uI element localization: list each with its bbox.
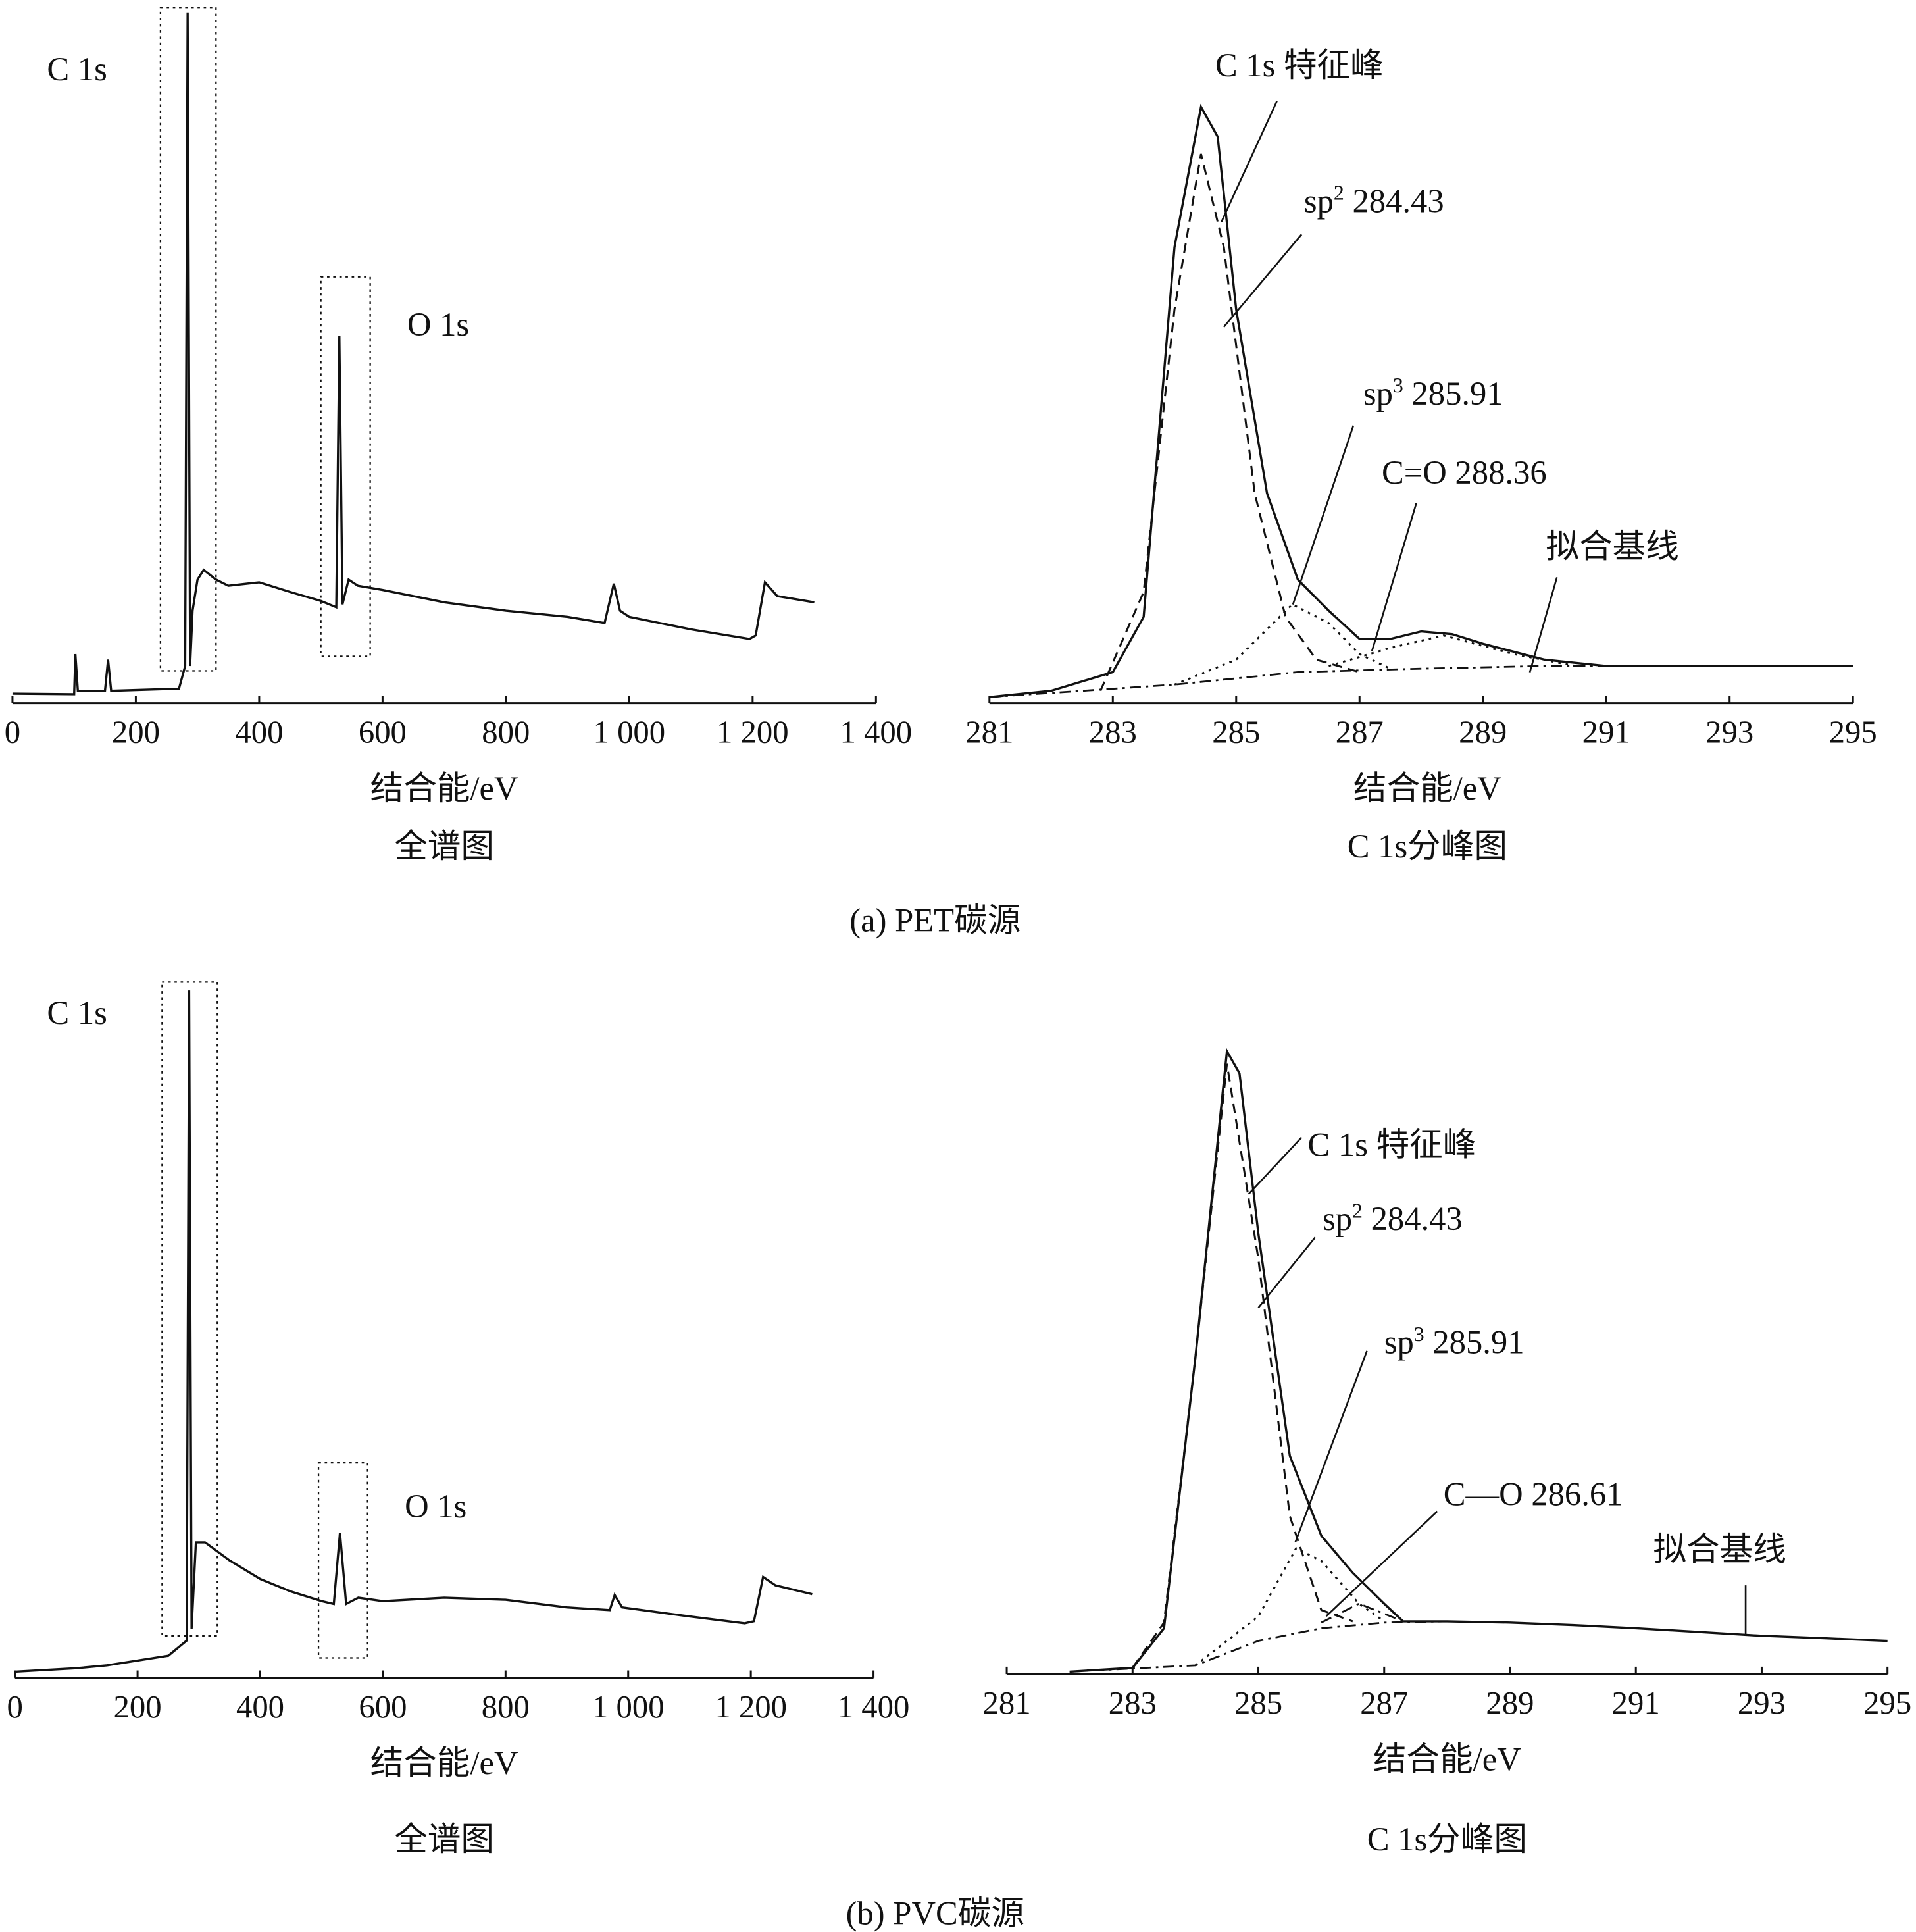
x-tick-label: 291	[1582, 715, 1630, 750]
annotation-label: sp3 285.91	[1363, 374, 1503, 412]
annotation-label: C—O 286.61	[1444, 1475, 1623, 1512]
annotation-prefix: sp	[1363, 375, 1393, 412]
x-tick-label: 200	[114, 1689, 162, 1725]
x-tick-label: 400	[235, 715, 283, 750]
annotation-sup: 3	[1393, 374, 1403, 397]
caption-b: (b) PVC碳源	[846, 1895, 1024, 1932]
annotation-leader-line	[1371, 503, 1417, 652]
annotation-value: 285.91	[1424, 1324, 1525, 1361]
series-line-1	[1099, 153, 1360, 692]
annotation-label: C 1s 特征峰	[1215, 47, 1384, 84]
annotation-label: C 1s 特征峰	[1308, 1127, 1476, 1163]
annotation-value: 285.91	[1403, 375, 1503, 412]
x-tick-label: 1 400	[840, 715, 912, 750]
x-tick-label: 1 200	[717, 715, 789, 750]
highlight-box	[159, 7, 217, 672]
annotation-value: 284.43	[1344, 182, 1444, 219]
x-tick-label: 600	[359, 1689, 407, 1725]
annotation-label: 拟合基线	[1546, 528, 1678, 565]
x-tick-label: 293	[1738, 1685, 1786, 1721]
annotation-leader-line	[1223, 234, 1303, 328]
x-tick-label: 1 400	[838, 1689, 910, 1725]
x-tick-label: 283	[1089, 715, 1137, 750]
annotation-leader-line	[1294, 1350, 1368, 1543]
annotation-value: 284.43	[1363, 1200, 1463, 1237]
x-tick-label: 289	[1486, 1685, 1534, 1721]
x-tick-label: 800	[482, 715, 530, 750]
annotation-sup: 2	[1352, 1199, 1363, 1222]
x-tick-label: 287	[1360, 1685, 1408, 1721]
x-tick-label: 600	[359, 715, 407, 750]
chart-a_c1s: 281 283 285 287 289 291 293 295 结合能/eV C 1s分峰图 C 1…	[965, 47, 1877, 865]
x-tick-label: 283	[1109, 1685, 1157, 1721]
series-line-0	[14, 990, 813, 1673]
x-tick-label: 287	[1336, 715, 1384, 750]
x-tick-label: 1 200	[715, 1689, 787, 1725]
x-tick-label: 281	[965, 715, 1013, 750]
chart-title: C 1s分峰图	[1348, 828, 1507, 865]
annotation-prefix: sp	[1304, 182, 1334, 219]
series-line-0	[12, 12, 815, 696]
annotation-leader-line	[1221, 101, 1278, 223]
annotation-label: 拟合基线	[1653, 1531, 1786, 1568]
series-line-2	[1174, 603, 1391, 686]
series-line-0	[1069, 1048, 1888, 1673]
x-tick-label: 400	[236, 1689, 284, 1725]
x-tick-label: 285	[1234, 1685, 1282, 1721]
chart-b_survey: 0 200 400 600 800 1 000 1 200 1 400 结合能/eV 全谱图 C 1…	[7, 981, 910, 1858]
series-line-3	[1321, 1602, 1398, 1624]
annotation-sup: 2	[1334, 182, 1344, 205]
annotation-prefix: sp	[1323, 1200, 1352, 1237]
x-tick-label: 200	[112, 715, 160, 750]
x-axis-label: 结合能/eV	[370, 1744, 518, 1781]
annotation-label: C=O 288.36	[1382, 454, 1547, 491]
series-line-0	[989, 103, 1853, 698]
annotation-leader-line	[1325, 1510, 1438, 1617]
annotation-label: O 1s	[405, 1488, 466, 1525]
x-tick-label: 0	[5, 715, 20, 750]
annotation-sup: 3	[1414, 1323, 1424, 1346]
annotation-leader-line	[1248, 1136, 1303, 1195]
annotation-label: O 1s	[407, 306, 469, 343]
annotation-leader-line	[1528, 577, 1558, 673]
x-axis-label: 结合能/eV	[370, 770, 518, 807]
highlight-box	[320, 276, 371, 657]
series-line-3	[1328, 634, 1576, 667]
series-line-4	[989, 665, 1853, 698]
x-tick-label: 0	[7, 1689, 22, 1725]
x-axis-label: 结合能/eV	[1373, 1741, 1521, 1777]
annotation-label: sp2 284.43	[1304, 182, 1444, 220]
caption-a: (a) PET碳源	[849, 902, 1021, 939]
annotation-prefix: sp	[1384, 1324, 1414, 1361]
highlight-box	[317, 1462, 368, 1659]
annotation-label: C 1s	[47, 51, 107, 88]
x-tick-label: 281	[983, 1685, 1031, 1721]
x-tick-label: 800	[482, 1689, 530, 1725]
x-tick-label: 289	[1459, 715, 1507, 750]
x-tick-label: 295	[1863, 1685, 1911, 1721]
x-axis-label: 结合能/eV	[1353, 770, 1501, 807]
series-line-1	[1132, 1063, 1353, 1669]
chart-b_c1s: 281 283 285 287 289 291 293 295 结合能/eV C 1s分峰图 C 1…	[983, 1048, 1911, 1858]
chart-title: 全谱图	[394, 1821, 494, 1858]
annotation-leader-line	[1257, 1236, 1316, 1309]
series-line-4	[1069, 1620, 1448, 1673]
annotation-label: sp3 285.91	[1384, 1323, 1525, 1361]
chart-title: 全谱图	[394, 828, 494, 865]
x-tick-label: 1 000	[593, 715, 666, 750]
annotation-leader-line	[1292, 425, 1355, 605]
annotation-label: sp2 284.43	[1323, 1199, 1463, 1237]
x-tick-label: 293	[1705, 715, 1753, 750]
annotation-label: C 1s	[47, 994, 107, 1031]
chart-title: C 1s分峰图	[1367, 1821, 1527, 1858]
x-tick-label: 1 000	[592, 1689, 665, 1725]
x-tick-label: 285	[1212, 715, 1260, 750]
x-tick-label: 291	[1612, 1685, 1660, 1721]
chart-a_survey: 0 200 400 600 800 1 000 1 200 1 400 结合能/eV 全谱图 C 1…	[5, 7, 912, 865]
series-line-2	[1194, 1546, 1385, 1667]
x-tick-label: 295	[1829, 715, 1877, 750]
